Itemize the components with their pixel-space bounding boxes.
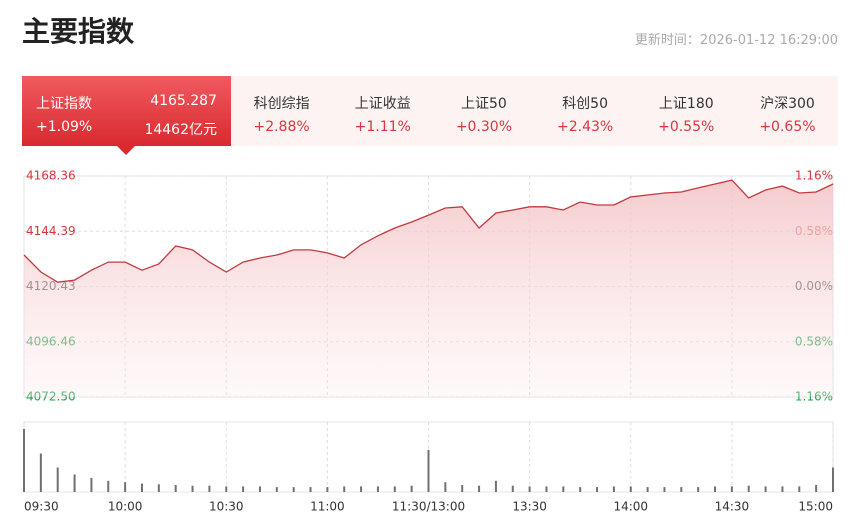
volume-bar — [832, 467, 834, 492]
volume-bar — [191, 485, 194, 492]
volume-bar — [781, 486, 784, 492]
tab-name: 沪深300 — [760, 96, 815, 112]
y2-tick-label: 1.16% — [795, 169, 833, 183]
index-tab[interactable]: 上证指数 4165.287 +1.09% 14462亿元 — [22, 76, 231, 155]
volume-bar — [309, 487, 312, 492]
index-tab[interactable]: 上证收益 +1.11% — [332, 76, 433, 146]
tab-name: 科创50 — [562, 96, 609, 112]
index-tab[interactable]: 上证50 +0.30% — [433, 76, 534, 146]
tab-change: +1.09% — [36, 119, 93, 135]
active-pointer — [117, 146, 135, 155]
volume-bar — [275, 487, 278, 492]
index-tab[interactable]: 沪深300 +0.65% — [737, 76, 838, 146]
volume-bar — [697, 487, 700, 492]
tab-price: 4165.287 — [150, 93, 217, 109]
volume-bar — [326, 487, 329, 492]
tab-name: 上证50 — [461, 96, 507, 112]
volume-bar — [157, 484, 160, 492]
x-tick-label: 09:30 — [24, 500, 59, 514]
tab-change: +2.88% — [253, 119, 310, 135]
volume-bar — [208, 485, 211, 492]
update-label: 更新时间： — [634, 33, 700, 48]
volume-bar — [579, 487, 582, 492]
tab-row: 上证指数 4165.287 — [36, 93, 217, 113]
volume-bar — [393, 486, 396, 492]
x-tick-label: 11:00 — [310, 500, 345, 514]
index-tab[interactable]: 科创综指 +2.88% — [231, 76, 332, 146]
volume-bar — [90, 478, 93, 492]
y-tick-label: 4144.39 — [26, 224, 76, 238]
tab-change: +2.43% — [556, 119, 614, 135]
x-tick-label: 14:00 — [613, 500, 648, 514]
volume-bar — [376, 486, 379, 492]
volume-bar — [444, 482, 447, 492]
price-line — [23, 179, 834, 283]
index-tab[interactable]: 科创50 +2.43% — [535, 76, 636, 146]
volume-bar — [427, 450, 430, 492]
tab-change: +1.11% — [354, 119, 411, 135]
volume-bar — [360, 486, 363, 492]
x-tick-label: 14:30 — [715, 500, 750, 514]
volume-bar — [612, 486, 615, 492]
x-tick-label: 10:00 — [108, 500, 143, 514]
volume-bar — [140, 483, 143, 492]
volume-bar — [39, 453, 42, 492]
volume-bar — [646, 487, 649, 492]
update-value: 2026-01-12 16:29:00 — [699, 33, 838, 48]
volume-bar — [528, 486, 531, 492]
tab-name: 上证指数 — [36, 96, 92, 112]
x-tick-label: 10:30 — [209, 500, 244, 514]
volume-bar — [124, 482, 127, 492]
volume-bar — [242, 486, 245, 492]
volume-bar — [225, 486, 228, 492]
volume-bar — [494, 480, 497, 492]
volume-bar — [730, 486, 733, 492]
volume-bar — [56, 467, 59, 492]
volume-bar — [73, 474, 76, 492]
volume-bar — [714, 486, 717, 492]
volume-bar — [410, 485, 413, 492]
volume-bar — [258, 486, 261, 492]
volume-bar — [815, 485, 818, 492]
tab-change: +0.65% — [759, 119, 816, 135]
volume-bar — [596, 487, 599, 492]
update-time: 更新时间：2026-01-12 16:29:00 — [635, 29, 838, 48]
volume-bar — [107, 480, 110, 492]
volume-bar — [747, 485, 750, 492]
tab-name: 上证180 — [658, 96, 714, 112]
volume-bar — [663, 487, 666, 492]
volume-bar — [511, 485, 514, 492]
volume-bar — [629, 486, 632, 492]
x-tick-label: 11:30/13:00 — [392, 500, 465, 514]
volume-bar — [478, 485, 481, 492]
x-tick-label: 15:00 — [798, 500, 833, 514]
volume-bar — [764, 486, 767, 492]
tab-row: +1.09% 14462亿元 — [36, 119, 217, 139]
tab-change: +0.30% — [455, 119, 513, 135]
tab-name: 上证收益 — [354, 96, 411, 112]
tab-name: 科创综指 — [253, 96, 310, 112]
y-tick-label: 4168.36 — [26, 169, 76, 183]
tab-change: +0.55% — [658, 119, 715, 135]
volume-bar — [292, 487, 295, 492]
volume-bar — [174, 485, 177, 492]
volume-bar — [461, 485, 464, 492]
volume-bar — [23, 429, 25, 492]
area-fill — [24, 180, 833, 397]
volume-bar — [680, 487, 683, 492]
volume-bar — [545, 486, 548, 492]
volume-bar — [562, 486, 565, 492]
tab-turnover: 14462亿元 — [144, 122, 217, 138]
volume-bar — [343, 486, 346, 492]
x-tick-label: 13:30 — [512, 500, 547, 514]
page-title: 主要指数 — [22, 15, 135, 48]
index-tab[interactable]: 上证180 +0.55% — [636, 76, 737, 146]
volume-bar — [798, 486, 801, 492]
index-tabs: 上证指数 4165.287 +1.09% 14462亿元 科创综指 +2.88% 上证收益 +… — [22, 76, 838, 155]
